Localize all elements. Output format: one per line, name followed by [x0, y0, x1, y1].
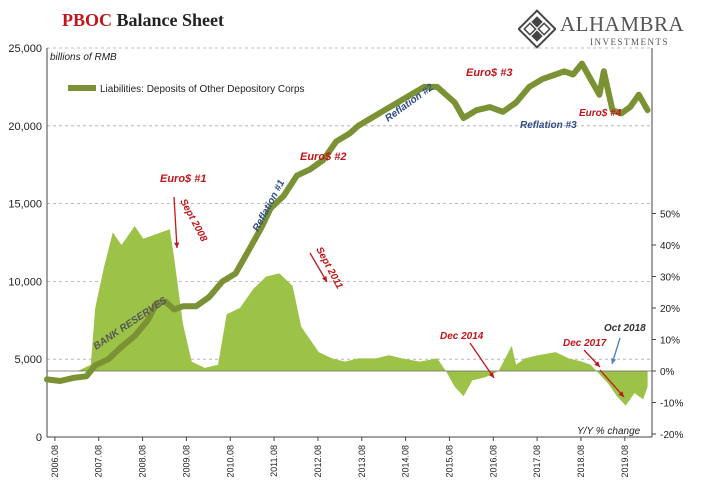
right-tick-label: 40% [660, 241, 680, 252]
x-tick-label: 2019.08 [620, 445, 630, 478]
right-axis-label: Y/Y % change [577, 426, 641, 437]
arrow-sept-2011-head [322, 276, 327, 282]
right-tick-label: 50% [660, 210, 680, 221]
annotation-reflation3: Reflation #3 [520, 120, 577, 131]
legend-label: Liabilities: Deposits of Other Depositor… [100, 84, 305, 95]
right-tick-label: -20% [660, 430, 683, 441]
x-tick-label: 2011.08 [269, 445, 279, 477]
yoy-change-area [47, 226, 648, 406]
title-bold-part: PBOC [62, 10, 113, 30]
right-tick-label: 10% [660, 336, 680, 347]
x-tick-label: 2015.08 [444, 445, 454, 478]
arrow-sept-2008-head [174, 242, 180, 248]
logo-name: ALHAMBRA [560, 12, 685, 36]
annotation-dec-2017: Dec 2017 [563, 338, 607, 349]
left-tick-label: 15,000 [8, 199, 42, 211]
alhambra-logo: ALHAMBRA INVESTMENTS [517, 8, 700, 52]
arrow-dec-2014 [469, 342, 495, 379]
x-tick-label: 2016.08 [488, 445, 498, 478]
right-tick-label: 20% [660, 304, 680, 315]
left-axis-label: billions of RMB [50, 52, 117, 63]
annotation-euro2: Euro$ #2 [300, 151, 346, 163]
annotation-sept-2008: Sept 2008 [177, 197, 209, 244]
left-tick-label: 25,000 [8, 43, 42, 55]
arrow-dec-2014-head [488, 372, 494, 378]
arrow-2018-decline [599, 369, 625, 398]
right-tick-label: 30% [660, 273, 680, 284]
arrow-dec-2017-head [594, 361, 600, 367]
right-tick-label: 0% [660, 367, 675, 378]
left-tick-label: 20,000 [8, 121, 42, 133]
left-tick-label: 0 [36, 432, 42, 444]
x-tick-label: 2013.08 [357, 445, 367, 478]
annotation-dec-2014: Dec 2014 [440, 331, 484, 342]
arrow-2018-decline-head [618, 391, 624, 397]
title-rest: Balance Sheet [116, 10, 225, 30]
x-tick-label: 2017.08 [532, 445, 542, 478]
annotation-reflation1: Reflation #1 [251, 178, 288, 234]
x-tick-label: 2010.08 [225, 445, 235, 478]
x-tick-label: 2012.08 [313, 445, 323, 478]
arrow-oct-2018-head [611, 358, 617, 364]
alhambra-diamond-logo-icon [517, 9, 557, 49]
annotation-euro3: Euro$ #3 [466, 67, 512, 79]
annotation-euro1: Euro$ #1 [160, 173, 206, 185]
chart-title: PBOC Balance Sheet [62, 10, 224, 31]
annotation-euro4: Euro$ #4 [579, 108, 622, 119]
left-tick-label: 5,000 [14, 354, 42, 366]
arrow-sept-2011 [309, 252, 328, 283]
logo-subtitle: INVESTMENTS [590, 37, 669, 47]
right-tick-label: -10% [660, 399, 683, 410]
annotation-sept-2011: Sept 2011 [313, 245, 344, 291]
x-tick-label: 2006.08 [50, 445, 60, 478]
x-tick-label: 2014.08 [401, 445, 411, 478]
x-tick-label: 2009.08 [181, 445, 191, 478]
x-tick-label: 2008.08 [138, 445, 148, 478]
annotation-oct-2018: Oct 2018 [604, 323, 646, 334]
deposits-line [44, 60, 651, 384]
arrow-sept-2008 [173, 196, 178, 249]
x-tick-label: 2007.08 [94, 445, 104, 478]
x-tick-label: 2018.08 [576, 445, 586, 478]
left-tick-label: 10,000 [8, 276, 42, 288]
